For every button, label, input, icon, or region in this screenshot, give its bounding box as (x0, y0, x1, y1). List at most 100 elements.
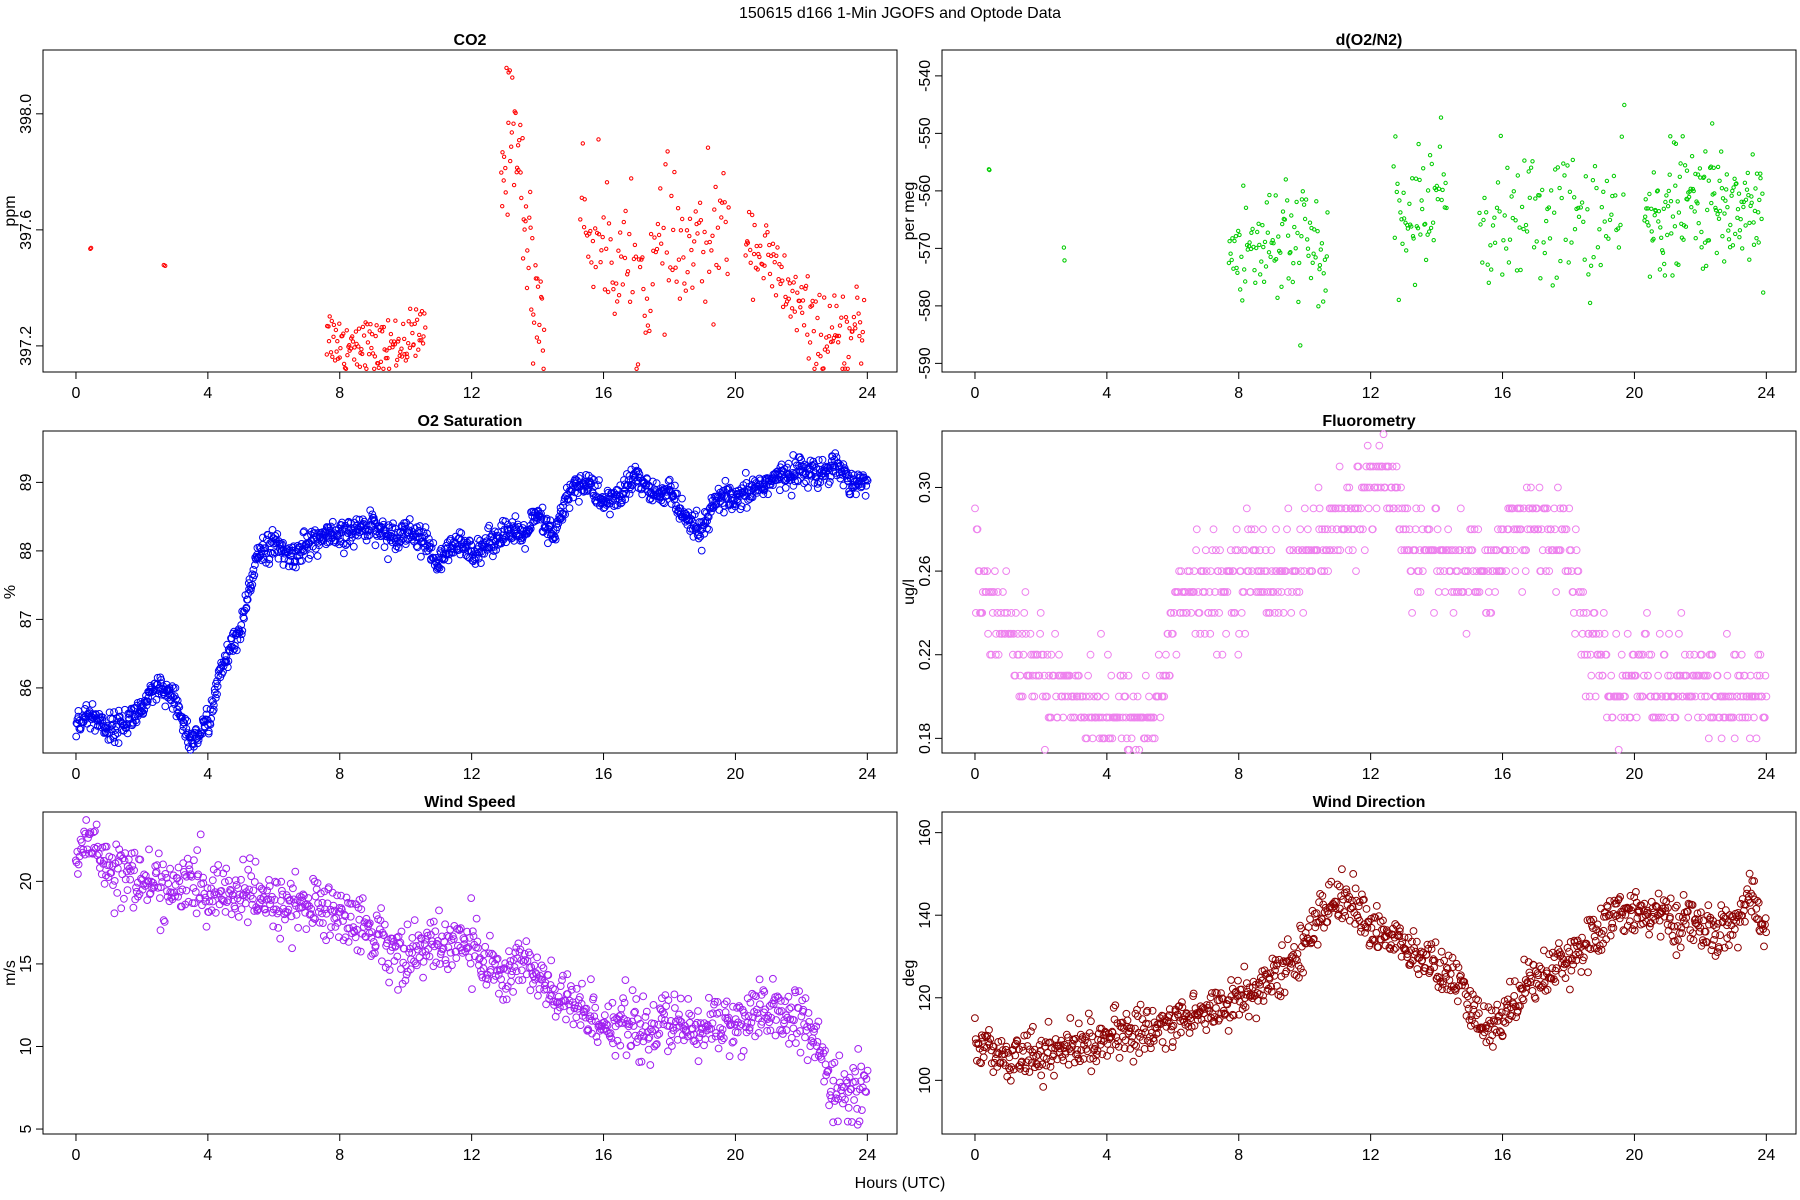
wspd-point (248, 894, 257, 903)
do2n2-point (1565, 163, 1570, 168)
co2-point (829, 325, 835, 330)
wspd-point (190, 899, 199, 908)
wspd-point (322, 936, 331, 945)
co2-point (361, 333, 367, 338)
wdir-point (1148, 1006, 1157, 1015)
do2n2-point (1660, 250, 1666, 256)
do2n2-point (1664, 193, 1669, 198)
wspd-point (484, 975, 492, 983)
co2-point (399, 354, 405, 359)
co2-point (511, 121, 516, 126)
wspd-point (509, 988, 517, 996)
do2n2-point (1668, 134, 1673, 139)
co2-point (859, 361, 864, 366)
o2sat-point (565, 504, 574, 513)
co2-point (774, 253, 779, 259)
do2n2-point (1673, 183, 1678, 188)
wspd-point (829, 1076, 838, 1085)
fluor-point (1215, 609, 1223, 617)
wspd-point (502, 984, 510, 993)
wspd-point (385, 966, 394, 974)
co2-point (619, 254, 624, 259)
wspd-point (178, 885, 187, 894)
wdir-point (1212, 1004, 1220, 1012)
wspd-point (247, 872, 256, 881)
fluor-point (1022, 629, 1030, 638)
o2sat-point (721, 476, 730, 485)
fluor-point (1621, 692, 1629, 701)
wspd-point (257, 884, 266, 893)
co2-point (779, 264, 784, 270)
o2sat-point (303, 543, 312, 552)
wspd-point (357, 905, 366, 914)
wspd-point (591, 1003, 600, 1012)
do2n2-point (1252, 268, 1257, 273)
co2-point (662, 332, 667, 337)
wspd-point (414, 945, 422, 954)
do2n2-x-tick-label: 0 (971, 385, 980, 402)
do2n2-point (1263, 264, 1269, 269)
wdir-point (1256, 980, 1264, 989)
do2n2-point (1061, 245, 1067, 250)
wspd-point (380, 920, 389, 929)
wspd-point (81, 829, 90, 838)
do2n2-point (1531, 245, 1537, 250)
co2-point (356, 344, 361, 349)
do2n2-point (1583, 174, 1589, 179)
do2n2-point (1325, 210, 1330, 215)
co2-point (390, 345, 395, 350)
wspd-point (482, 980, 491, 989)
do2n2-point (1253, 280, 1258, 285)
wspd-point (353, 925, 361, 934)
wspd-point (161, 870, 170, 878)
do2n2-point (1435, 197, 1441, 202)
fluor-point (1547, 525, 1555, 534)
wspd-point (276, 934, 285, 943)
do2n2-point (1522, 158, 1527, 163)
fluor-point (1405, 525, 1414, 534)
co2-point (678, 228, 684, 233)
o2sat-point (242, 603, 251, 612)
wspd-point (356, 947, 365, 956)
wspd-point (627, 1041, 636, 1050)
wspd-point (858, 1106, 866, 1114)
wspd-point (299, 890, 308, 899)
fluor-point (1484, 588, 1493, 596)
wspd-point (626, 1042, 635, 1051)
o2sat-point (209, 705, 218, 714)
co2-point (586, 254, 591, 259)
wspd-point (175, 877, 184, 886)
co2-point (847, 326, 852, 331)
do2n2-point (1758, 171, 1763, 176)
fluor-point (1047, 650, 1056, 659)
co2-point (857, 320, 863, 325)
o2sat-point (526, 524, 535, 533)
fluor-point (1704, 734, 1713, 743)
co2-point (805, 332, 810, 337)
co2-point (630, 290, 635, 295)
do2n2-point (1495, 180, 1501, 185)
fluor-point (1241, 629, 1249, 638)
fluor-point (1401, 525, 1410, 534)
wspd-point (593, 1038, 602, 1046)
do2n2-point (1622, 102, 1627, 108)
co2-point (681, 255, 686, 260)
wspd-point (479, 964, 488, 973)
o2sat-point (423, 529, 432, 538)
wspd-point (425, 952, 434, 961)
fluor-point (1254, 588, 1263, 596)
fluor-point (1315, 525, 1324, 534)
fluor-point (1286, 546, 1294, 555)
co2-point (335, 339, 340, 344)
fluor-point (1616, 692, 1625, 701)
co2-point (809, 303, 815, 308)
wspd-point (397, 965, 405, 973)
fluor-point (1490, 546, 1498, 555)
fluor-point (1038, 692, 1047, 701)
wspd-point (224, 876, 233, 885)
fluor-point (1731, 650, 1740, 659)
o2sat-point (580, 487, 589, 495)
o2sat-point (229, 647, 237, 655)
co2-point (360, 324, 366, 330)
fluor-point (1534, 525, 1543, 534)
